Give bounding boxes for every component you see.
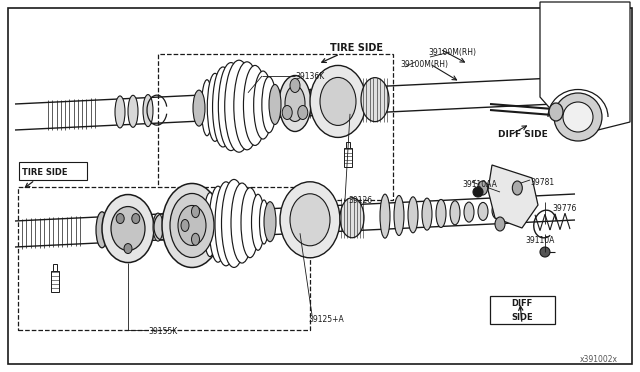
Ellipse shape <box>204 193 216 257</box>
Ellipse shape <box>320 77 356 125</box>
Ellipse shape <box>290 78 300 93</box>
Ellipse shape <box>143 94 153 126</box>
Polygon shape <box>540 2 630 132</box>
Ellipse shape <box>310 65 366 137</box>
Ellipse shape <box>492 203 502 219</box>
Ellipse shape <box>262 77 276 133</box>
Ellipse shape <box>207 73 223 141</box>
Ellipse shape <box>298 106 308 119</box>
Polygon shape <box>53 264 57 271</box>
Text: 39126: 39126 <box>348 196 372 205</box>
Ellipse shape <box>361 78 389 122</box>
Ellipse shape <box>540 247 550 257</box>
Ellipse shape <box>243 65 266 145</box>
Ellipse shape <box>464 202 474 222</box>
Text: 39776: 39776 <box>552 203 577 212</box>
Ellipse shape <box>115 96 125 128</box>
Ellipse shape <box>394 195 404 235</box>
Ellipse shape <box>554 93 602 141</box>
Ellipse shape <box>478 202 488 221</box>
Text: SIDE: SIDE <box>511 312 533 321</box>
Text: 39136K: 39136K <box>295 71 324 80</box>
Ellipse shape <box>132 214 140 224</box>
Ellipse shape <box>178 205 206 246</box>
Ellipse shape <box>170 193 214 257</box>
Polygon shape <box>346 142 350 148</box>
Text: DIFF SIDE: DIFF SIDE <box>498 129 548 138</box>
Ellipse shape <box>102 195 154 263</box>
Text: x391002x: x391002x <box>580 356 618 365</box>
Ellipse shape <box>259 200 269 244</box>
Ellipse shape <box>422 198 432 230</box>
Ellipse shape <box>162 183 222 267</box>
Polygon shape <box>488 165 538 228</box>
Ellipse shape <box>241 187 259 258</box>
Ellipse shape <box>128 95 138 127</box>
Ellipse shape <box>279 76 311 131</box>
Bar <box>490 296 555 324</box>
Ellipse shape <box>198 200 207 250</box>
Text: 39155K: 39155K <box>148 327 177 337</box>
Polygon shape <box>344 148 351 167</box>
Ellipse shape <box>215 182 237 266</box>
Ellipse shape <box>202 80 212 136</box>
Text: 39100M(RH): 39100M(RH) <box>428 48 476 57</box>
Ellipse shape <box>116 214 124 224</box>
Text: 39100M(RH): 39100M(RH) <box>400 60 448 68</box>
Ellipse shape <box>212 67 234 147</box>
Ellipse shape <box>563 102 593 132</box>
Ellipse shape <box>225 60 253 152</box>
Ellipse shape <box>218 62 244 151</box>
Ellipse shape <box>269 84 281 125</box>
Ellipse shape <box>191 233 200 245</box>
Text: DIFF: DIFF <box>511 299 532 308</box>
Ellipse shape <box>124 244 132 254</box>
Ellipse shape <box>477 181 488 195</box>
Ellipse shape <box>450 201 460 225</box>
Polygon shape <box>51 271 59 292</box>
Ellipse shape <box>209 186 227 262</box>
Ellipse shape <box>253 71 273 139</box>
Ellipse shape <box>380 194 390 238</box>
Ellipse shape <box>280 182 340 258</box>
Ellipse shape <box>436 199 446 227</box>
Ellipse shape <box>408 197 418 233</box>
Ellipse shape <box>181 219 189 231</box>
Ellipse shape <box>340 198 364 238</box>
Ellipse shape <box>96 212 108 248</box>
Ellipse shape <box>153 213 163 241</box>
Ellipse shape <box>513 181 522 195</box>
Text: TIRE SIDE: TIRE SIDE <box>330 43 383 53</box>
Ellipse shape <box>193 90 205 126</box>
Ellipse shape <box>549 103 563 121</box>
Bar <box>19 162 87 180</box>
Ellipse shape <box>495 217 505 231</box>
Ellipse shape <box>290 194 330 246</box>
Text: TIRE SIDE: TIRE SIDE <box>22 167 67 176</box>
Ellipse shape <box>285 86 305 122</box>
Text: 39125+A: 39125+A <box>308 314 344 324</box>
Text: 39110A: 39110A <box>525 235 554 244</box>
Ellipse shape <box>221 179 246 267</box>
Ellipse shape <box>473 187 483 197</box>
Ellipse shape <box>234 62 260 150</box>
Ellipse shape <box>191 206 200 218</box>
Text: 39110AA: 39110AA <box>462 180 497 189</box>
Ellipse shape <box>111 206 145 251</box>
Ellipse shape <box>231 183 253 263</box>
Bar <box>158 54 393 200</box>
Bar <box>18 187 310 330</box>
Text: 39781: 39781 <box>530 177 554 186</box>
Ellipse shape <box>282 106 292 119</box>
Ellipse shape <box>264 202 276 242</box>
Ellipse shape <box>252 194 264 250</box>
